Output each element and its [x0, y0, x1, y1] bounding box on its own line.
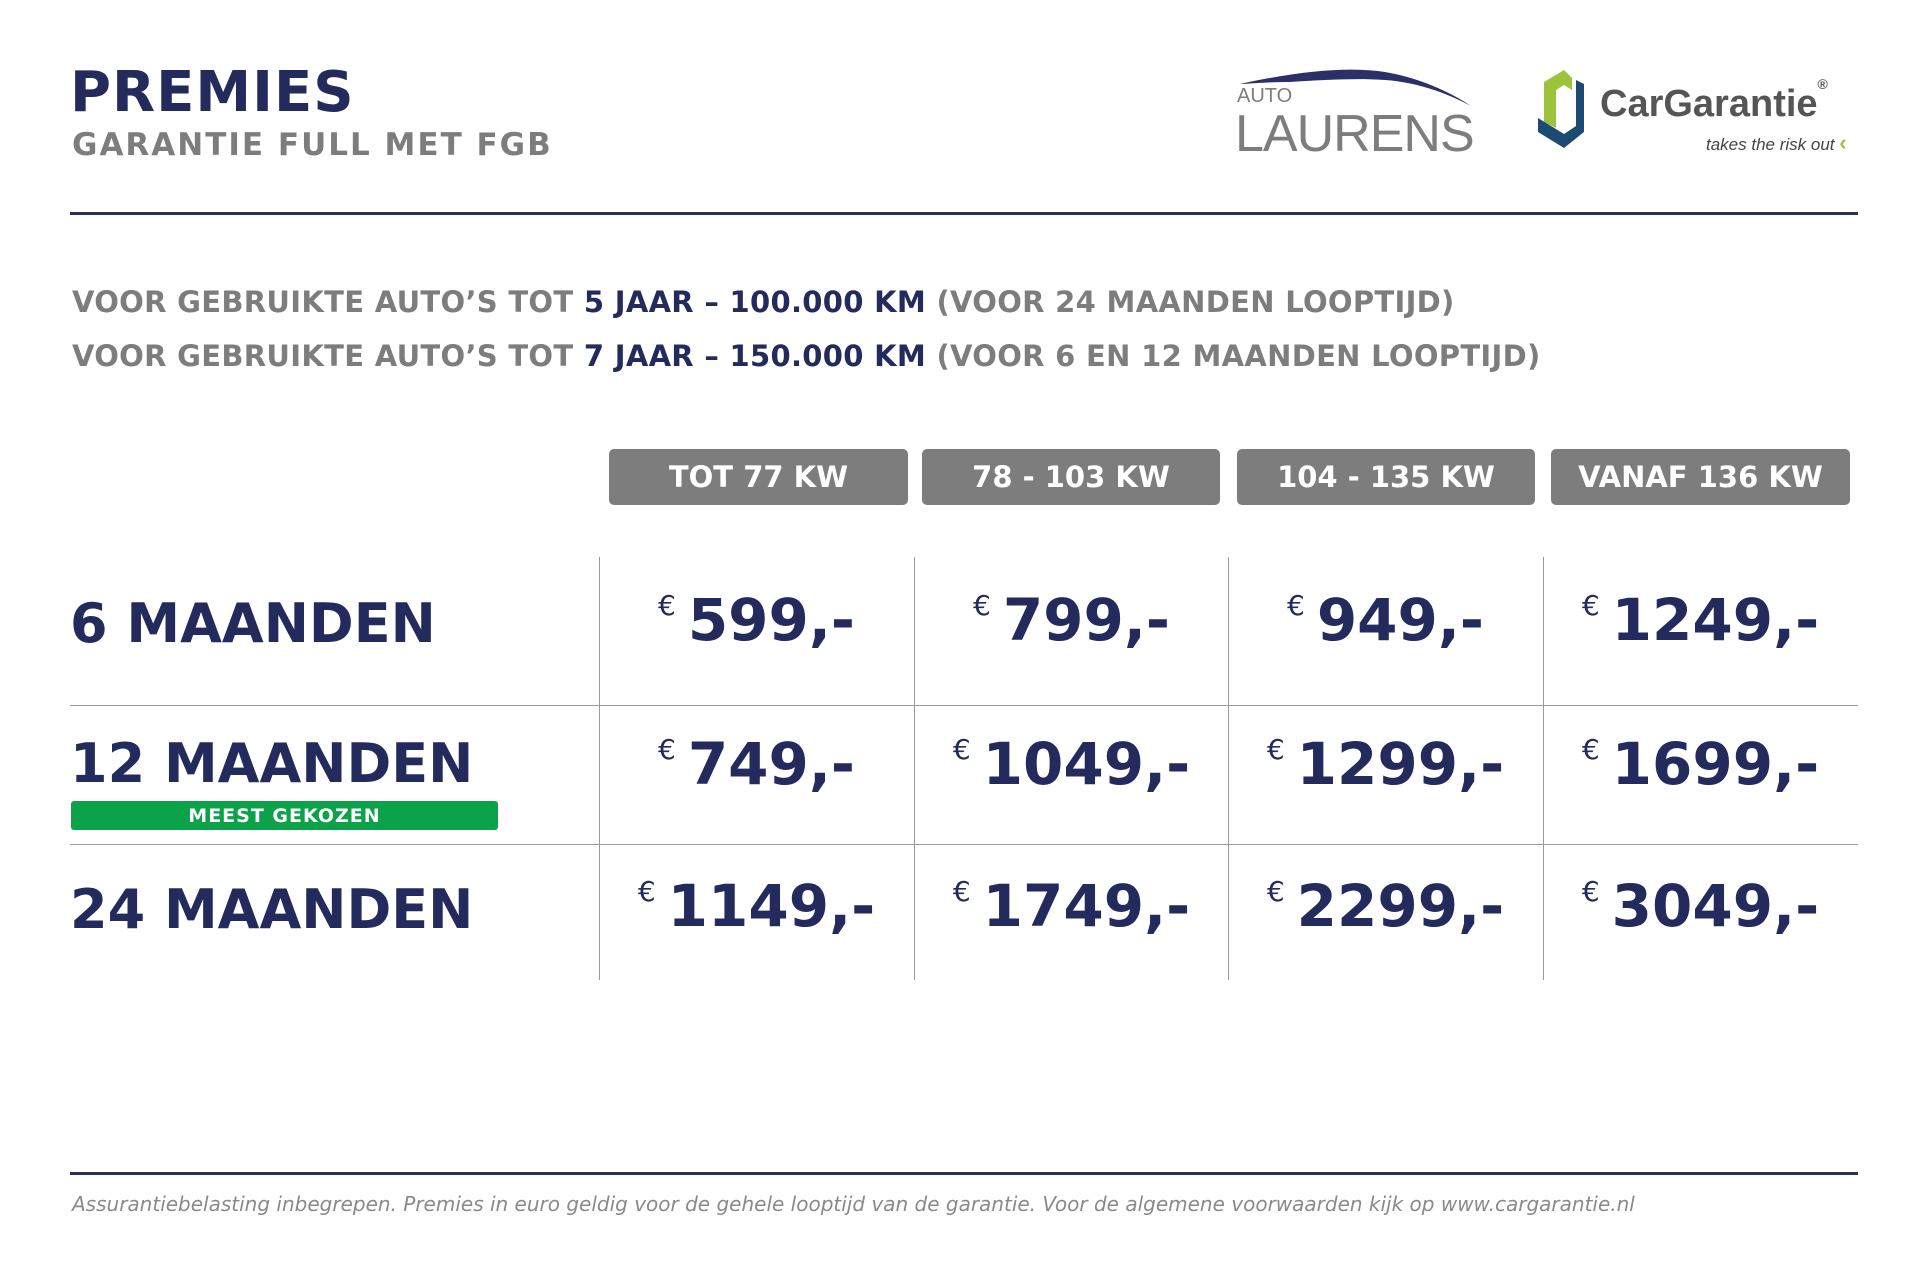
grid-line — [599, 557, 600, 980]
price-amount: 1049,- — [982, 730, 1191, 798]
page-title: PREMIES — [70, 60, 355, 125]
row-label-6-maanden: 6 MAANDEN — [70, 592, 436, 655]
euro-sign: € — [1266, 733, 1285, 766]
euro-sign: € — [1286, 589, 1305, 622]
euro-sign: € — [1266, 875, 1285, 908]
euro-sign: € — [972, 589, 991, 622]
price-amount: 749,- — [687, 730, 855, 798]
cargarantie-logo: CarGarantie® takes the risk out ‹ — [1536, 70, 1866, 162]
grid-line — [1228, 557, 1229, 980]
info-line-1: VOOR GEBRUIKTE AUTO’S TOT 5 JAAR – 100.0… — [72, 285, 1455, 319]
euro-sign: € — [1581, 875, 1600, 908]
euro-sign: € — [1581, 589, 1600, 622]
price-amount: 1249,- — [1611, 586, 1820, 654]
euro-sign: € — [637, 875, 656, 908]
price-cell: €949,- — [1228, 586, 1543, 654]
price-amount: 949,- — [1316, 586, 1484, 654]
price-amount: 1699,- — [1611, 730, 1820, 798]
page-subtitle: GARANTIE FULL MET FGB — [72, 127, 553, 163]
price-cell: €799,- — [914, 586, 1229, 654]
price-cell: €1249,- — [1543, 586, 1858, 654]
grid-line — [70, 705, 1858, 706]
price-amount: 2299,- — [1296, 872, 1505, 940]
grid-line — [70, 844, 1858, 845]
auto-laurens-logo: AUTO LAURENS — [1235, 66, 1475, 162]
price-cell: €1049,- — [914, 730, 1229, 798]
price-cell: €2299,- — [1228, 872, 1543, 940]
price-cell: €749,- — [599, 730, 914, 798]
euro-sign: € — [657, 589, 676, 622]
price-cell: €3049,- — [1543, 872, 1858, 940]
bottom-divider — [70, 1172, 1858, 1175]
chevron-left-icon: ‹ — [1839, 130, 1847, 155]
price-amount: 599,- — [687, 586, 855, 654]
auto-laurens-large: LAURENS — [1235, 105, 1475, 163]
cargarantie-name: CarGarantie® — [1600, 76, 1828, 125]
price-cell: €1299,- — [1228, 730, 1543, 798]
price-cell: €599,- — [599, 586, 914, 654]
price-cell: €1749,- — [914, 872, 1229, 940]
column-header: TOT 77 KW — [609, 449, 908, 505]
grid-line — [1543, 557, 1544, 980]
price-amount: 1299,- — [1296, 730, 1505, 798]
auto-laurens-small: AUTO — [1237, 85, 1293, 107]
grid-line — [914, 557, 915, 980]
price-cell: €1149,- — [599, 872, 914, 940]
euro-sign: € — [1581, 733, 1600, 766]
most-chosen-badge: MEEST GEKOZEN — [71, 801, 498, 830]
info-line-2: VOOR GEBRUIKTE AUTO’S TOT 7 JAAR – 150.0… — [72, 339, 1541, 373]
row-label-12-maanden: 12 MAANDEN — [70, 732, 474, 795]
footer-disclaimer: Assurantiebelasting inbegrepen. Premies … — [72, 1192, 1635, 1216]
cargarantie-emblem-icon — [1538, 70, 1584, 148]
price-amount: 3049,- — [1611, 872, 1820, 940]
euro-sign: € — [952, 875, 971, 908]
row-label-24-maanden: 24 MAANDEN — [70, 878, 474, 941]
price-cell: €1699,- — [1543, 730, 1858, 798]
car-silhouette-icon — [1240, 69, 1471, 106]
cargarantie-tagline: takes the risk out ‹ — [1706, 130, 1847, 155]
price-amount: 1749,- — [982, 872, 1191, 940]
top-divider — [70, 212, 1858, 215]
column-header: 78 - 103 KW — [922, 449, 1220, 505]
price-amount: 799,- — [1002, 586, 1170, 654]
column-header: VANAF 136 KW — [1551, 449, 1850, 505]
column-header: 104 - 135 KW — [1237, 449, 1535, 505]
euro-sign: € — [657, 733, 676, 766]
euro-sign: € — [952, 733, 971, 766]
price-amount: 1149,- — [667, 872, 876, 940]
